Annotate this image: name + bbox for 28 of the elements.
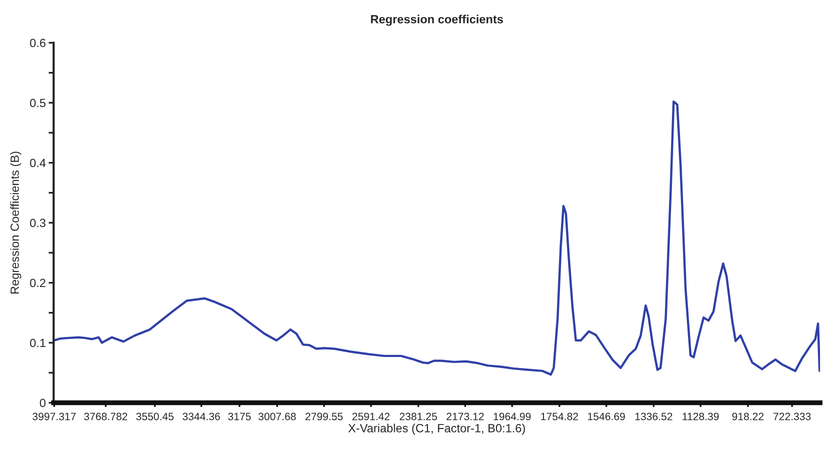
y-axis-title: Regression Coefficients (B) bbox=[10, 152, 22, 294]
x-tick-label: 1128.39 bbox=[682, 412, 719, 420]
x-axis-title: X-Variables (C1, Factor-1, B0:1.6) bbox=[348, 424, 525, 435]
x-tick-label: 1964.99 bbox=[494, 412, 531, 420]
line-series bbox=[54, 100, 820, 376]
x-tick-label: 2591.42 bbox=[352, 412, 390, 420]
x-tick-label: 2173.12 bbox=[446, 412, 484, 420]
x-tick-label: 1336.52 bbox=[635, 412, 672, 420]
x-tick-label: 1546.69 bbox=[588, 412, 625, 420]
x-tick-label: 3550.45 bbox=[136, 412, 174, 420]
x-tick-label: 1754.82 bbox=[541, 412, 578, 420]
x-tick-label: 3997.317 bbox=[32, 412, 76, 420]
y-tick-label: 0.2 bbox=[30, 278, 46, 288]
y-tick-label: 0.6 bbox=[30, 38, 46, 48]
x-tick-label: 3007.68 bbox=[258, 412, 296, 420]
x-tick-label: 2799.55 bbox=[306, 412, 343, 420]
y-tick-label: 0.4 bbox=[30, 158, 46, 168]
chart-title: Regression coefficients bbox=[371, 14, 503, 26]
y-tick-label: 0 bbox=[40, 398, 46, 408]
y-tick-label: 0.5 bbox=[30, 98, 46, 108]
x-tick-label: 3768.782 bbox=[84, 412, 128, 420]
x-tick-label: 2381.25 bbox=[400, 412, 437, 420]
y-tick-label: 0.3 bbox=[30, 218, 46, 228]
x-tick-label: 722.333 bbox=[774, 412, 811, 420]
x-tick-label: 3175 bbox=[228, 412, 251, 420]
x-tick-label: 918.22 bbox=[732, 412, 764, 420]
x-tick-label: 3344.36 bbox=[182, 412, 220, 420]
y-tick-label: 0.1 bbox=[30, 338, 46, 348]
